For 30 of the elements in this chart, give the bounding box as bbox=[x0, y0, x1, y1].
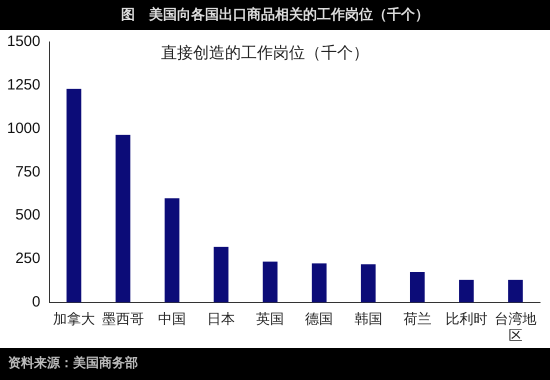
text: 资料来源：美国商务部 bbox=[0, 348, 550, 380]
bar bbox=[214, 246, 228, 302]
x-tick-label: 加拿大 bbox=[52, 311, 95, 328]
chart-subtitle: 直接创造的工作岗位（千个） bbox=[161, 43, 370, 62]
y-tick-label: 1500 bbox=[6, 33, 40, 50]
bar bbox=[116, 134, 130, 302]
y-tick-label: 250 bbox=[15, 250, 40, 268]
bar bbox=[360, 264, 376, 302]
x-tick-label: 德国 bbox=[305, 311, 334, 328]
x-tick-label: 台湾地区 bbox=[494, 311, 536, 344]
y-tick-label: 1250 bbox=[6, 76, 40, 94]
y-tick-label: 1000 bbox=[6, 120, 40, 137]
bar bbox=[312, 263, 327, 302]
x-tick-label: 日本 bbox=[207, 311, 236, 328]
x-tick-label: 墨西哥 bbox=[102, 311, 144, 328]
y-tick-label: 500 bbox=[15, 206, 40, 224]
bar bbox=[66, 88, 82, 302]
y-tick-label: 750 bbox=[15, 163, 40, 180]
bar bbox=[508, 280, 523, 302]
bar bbox=[164, 198, 180, 302]
x-tick-label: 荷兰 bbox=[403, 311, 432, 328]
bar bbox=[459, 280, 474, 302]
x-tick-label: 英国 bbox=[256, 311, 284, 328]
bar bbox=[410, 272, 425, 302]
x-tick-label: 比利时 bbox=[445, 311, 488, 328]
y-tick-label: 0 bbox=[32, 294, 40, 311]
x-tick-label: 中国 bbox=[158, 311, 186, 328]
chart-title: 图 美国向各国出口商品相关的工作岗位（千个） bbox=[0, 0, 550, 30]
x-tick-label: 韩国 bbox=[354, 311, 382, 328]
bar bbox=[262, 262, 278, 302]
